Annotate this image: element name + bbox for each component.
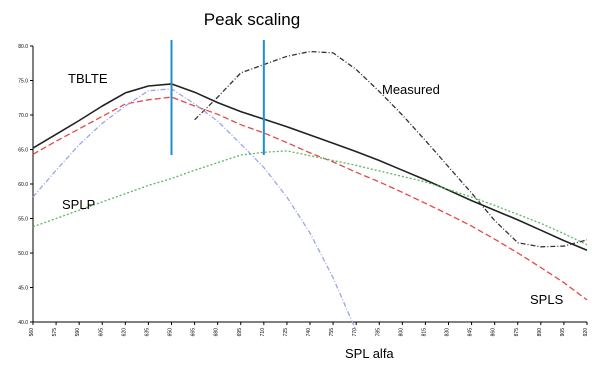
chart-title: Peak scaling [204, 10, 300, 29]
x-tick-label: 560 [29, 328, 35, 337]
series-line-0 [32, 83, 588, 251]
x-tick-label: 710 [260, 328, 266, 337]
y-tick-label: 50.0 [18, 251, 28, 257]
x-tick-label: 605 [98, 328, 104, 337]
series-line-4 [32, 150, 588, 246]
x-tick-label: 785 [375, 328, 381, 337]
series-line-1 [194, 50, 588, 248]
x-tick-label: 575 [52, 328, 58, 337]
y-tick-label: 45.0 [18, 286, 28, 292]
x-tick-label: 755 [329, 328, 335, 337]
x-tick-label: 740 [306, 328, 312, 337]
x-tick-label: 620 [121, 328, 127, 337]
marker-layer [170, 40, 265, 155]
series-layer [32, 50, 588, 332]
y-tick-label: 80.0 [18, 44, 28, 50]
y-ticks: 40.0 45.0 50.0 55.0 60.0 65.0 70.0 75.0 80.0 [18, 44, 33, 326]
y-tick-label: 75.0 [18, 79, 28, 85]
annotation-measured: Measured [382, 82, 440, 97]
x-tick-label: 875 [514, 328, 520, 337]
x-tick-label: 680 [214, 328, 220, 337]
annotation-spl-alfa: SPL alfa [345, 346, 394, 361]
annotation-spls: SPLS [530, 292, 564, 307]
annotation-tblte: TBLTE [68, 71, 108, 86]
x-tick-label: 665 [191, 328, 197, 337]
x-tick-label: 905 [560, 328, 566, 337]
x-tick-label: 695 [237, 328, 243, 337]
series-line-3 [32, 88, 357, 332]
series-line-2 [32, 96, 588, 301]
x-tick-label: 890 [537, 328, 543, 337]
y-tick-label: 55.0 [18, 217, 28, 223]
x-tick-label: 830 [445, 328, 451, 337]
annotation-layer: TBLTE Measured SPLP SPLS SPL alfa [62, 71, 564, 361]
x-tick-label: 815 [421, 328, 427, 337]
x-tick-label: 920 [583, 328, 589, 337]
x-tick-label: 635 [144, 328, 150, 337]
x-tick-label: 590 [75, 328, 81, 337]
y-tick-label: 65.0 [18, 148, 28, 154]
x-tick-label: 860 [491, 328, 497, 337]
x-tick-label: 650 [168, 328, 174, 337]
x-tick-label: 770 [352, 328, 358, 337]
y-tick-label: 40.0 [18, 320, 28, 326]
y-tick-label: 60.0 [18, 182, 28, 188]
annotation-splp: SPLP [62, 197, 95, 212]
x-tick-label: 725 [283, 328, 289, 337]
x-ticks: 560 575 590 605 620 635 650 665 680 695 710 725 740 7… [29, 322, 589, 336]
y-tick-label: 70.0 [18, 113, 28, 119]
x-tick-label: 845 [468, 328, 474, 337]
x-tick-label: 800 [398, 328, 404, 337]
